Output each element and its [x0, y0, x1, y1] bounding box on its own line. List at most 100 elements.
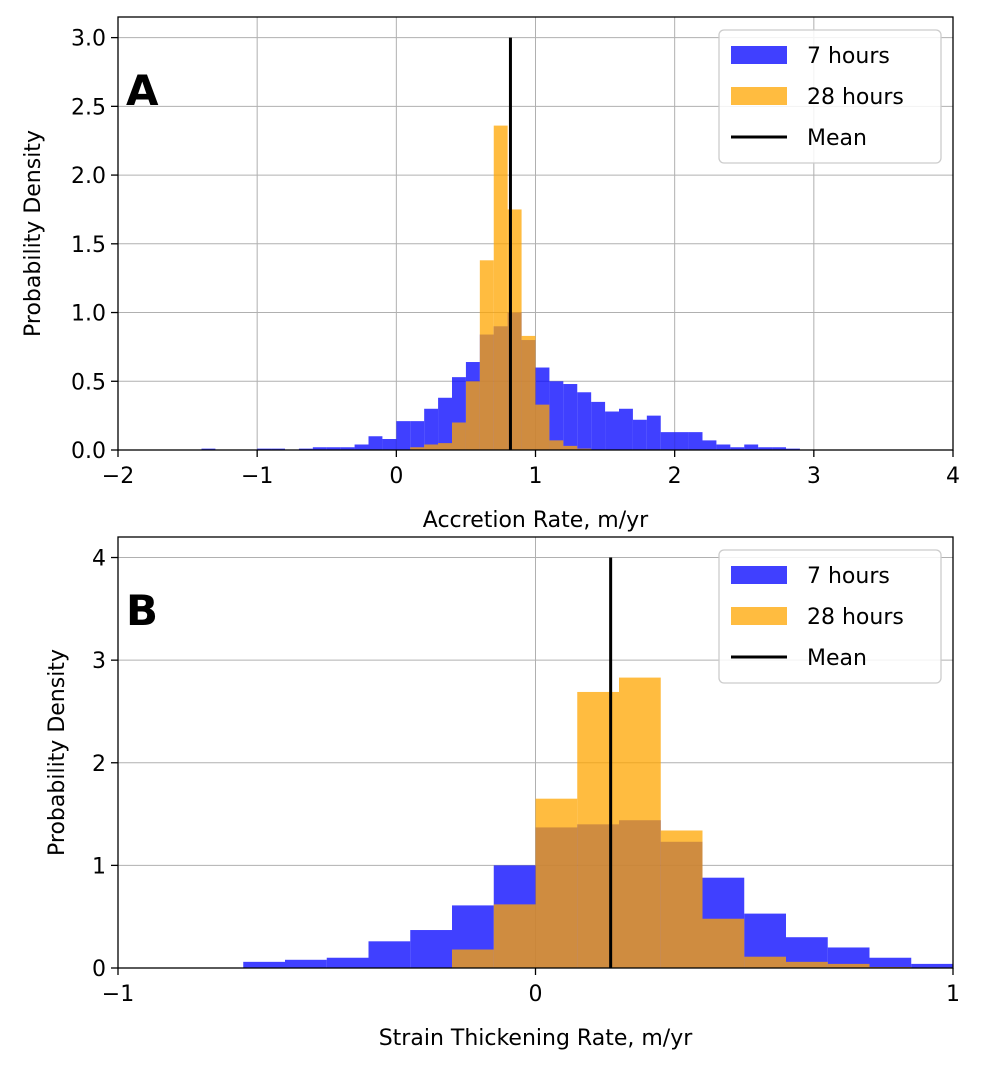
- histogram-bar: [702, 918, 745, 968]
- histogram-bar: [312, 447, 327, 450]
- histogram-bar: [298, 448, 313, 450]
- histogram-bar: [465, 381, 480, 450]
- histogram-bar: [632, 419, 647, 450]
- histogram-bar: [368, 436, 383, 450]
- histogram-bar: [535, 798, 578, 968]
- y-tick-label: 4: [92, 547, 106, 572]
- histogram-bar: [605, 411, 619, 450]
- histogram-bar: [354, 444, 369, 450]
- x-tick-label: 2: [668, 464, 682, 489]
- y-tick-label: 2: [92, 752, 106, 777]
- histogram-bar: [716, 444, 731, 450]
- histogram-bar: [396, 421, 411, 450]
- histogram-bar: [786, 961, 828, 968]
- histogram-bar: [674, 432, 689, 450]
- histogram-bar: [786, 448, 800, 450]
- y-tick-label: 0: [92, 957, 106, 982]
- histogram-bar: [493, 125, 508, 450]
- histogram-bar: [549, 381, 564, 450]
- histogram-bar: [438, 397, 452, 450]
- legend: 7 hours 28 hours Mean: [718, 549, 942, 684]
- y-tick-label: 0.0: [71, 439, 106, 464]
- legend-entry: Mean: [807, 646, 867, 671]
- x-tick-label: −1: [102, 982, 134, 1007]
- histogram-bar: [243, 961, 285, 968]
- histogram-bar: [549, 440, 564, 450]
- histogram-bar: [424, 444, 439, 450]
- panel-a: −2 −1 0 1 2 3 4 0.0 0.5 1.0 1.5 2.0 2.5 3.0 Accretion …: [21, 16, 960, 533]
- histogram-bar: [382, 439, 397, 450]
- histogram-bar: [368, 941, 411, 968]
- histogram-bar: [535, 404, 550, 450]
- x-tick-label: 0: [389, 464, 403, 489]
- panel-label: B: [126, 586, 158, 635]
- series-28-hours: [452, 677, 912, 968]
- histogram-bar: [577, 448, 592, 450]
- y-tick-label: 1: [92, 854, 106, 879]
- legend: 7 hours 28 hours Mean: [718, 29, 942, 164]
- y-tick-label: 2.0: [71, 164, 106, 189]
- histogram-bar: [827, 963, 870, 968]
- histogram-bar: [577, 691, 619, 968]
- x-axis-label: Accretion Rate, m/yr: [423, 508, 649, 533]
- x-tick-label: 1: [946, 982, 960, 1007]
- histogram-bar: [911, 963, 953, 968]
- x-tick-label: 3: [807, 464, 821, 489]
- y-tick-label: 1.0: [71, 302, 106, 327]
- histogram-bar: [452, 422, 466, 450]
- histogram-bar: [702, 440, 717, 450]
- legend-entry: 7 hours: [807, 564, 890, 589]
- histogram-bar: [563, 384, 578, 450]
- histogram-bar: [410, 421, 425, 450]
- histogram-bar: [660, 432, 675, 450]
- histogram-bar: [438, 443, 452, 450]
- histogram-bar: [326, 957, 369, 968]
- y-axis-label: Probability Density: [45, 649, 70, 856]
- legend-entry: 28 hours: [807, 85, 904, 110]
- histogram-bar: [827, 947, 870, 968]
- x-tick-label: 1: [529, 464, 543, 489]
- histogram-bar: [744, 956, 786, 968]
- histogram-bar: [410, 447, 425, 450]
- histogram-bar: [688, 432, 703, 450]
- histogram-bar: [646, 415, 661, 450]
- histogram-bar: [410, 930, 452, 968]
- histogram-bar: [744, 444, 759, 450]
- legend-entry: 7 hours: [807, 44, 890, 69]
- histogram-bar: [201, 448, 216, 450]
- legend-entry: Mean: [807, 126, 867, 151]
- histogram-bar: [271, 448, 285, 450]
- legend-swatch: [731, 607, 787, 625]
- y-tick-label: 2.5: [71, 95, 106, 120]
- histogram-bar: [563, 445, 578, 450]
- histogram-bar: [660, 830, 703, 968]
- histogram-bar: [493, 904, 536, 968]
- histogram-bar: [869, 957, 912, 968]
- histogram-bar: [591, 401, 606, 450]
- x-axis-label: Strain Thickening Rate, m/yr: [379, 1026, 693, 1051]
- histogram-bar: [730, 447, 745, 450]
- legend-entry: 28 hours: [807, 605, 904, 630]
- x-tick-label: −2: [102, 464, 134, 489]
- histogram-bar: [479, 260, 494, 450]
- legend-swatch: [731, 46, 787, 64]
- histogram-bar: [619, 408, 633, 450]
- histogram-bar: [772, 447, 786, 450]
- histogram-bar: [521, 335, 536, 450]
- legend-swatch: [731, 87, 787, 105]
- histogram-bar: [340, 447, 355, 450]
- y-axis-label: Probability Density: [21, 130, 46, 337]
- y-tick-label: 1.5: [71, 233, 106, 258]
- histogram-bar: [619, 677, 661, 968]
- histogram-bar: [424, 408, 439, 450]
- histogram-bar: [577, 392, 592, 450]
- histogram-bar: [257, 448, 272, 450]
- histogram-bar: [285, 959, 327, 968]
- histogram-bar: [758, 447, 773, 450]
- y-tick-label: 0.5: [71, 370, 106, 395]
- series-28-hours: [410, 125, 592, 450]
- legend-swatch: [731, 566, 787, 584]
- x-tick-label: 4: [946, 464, 960, 489]
